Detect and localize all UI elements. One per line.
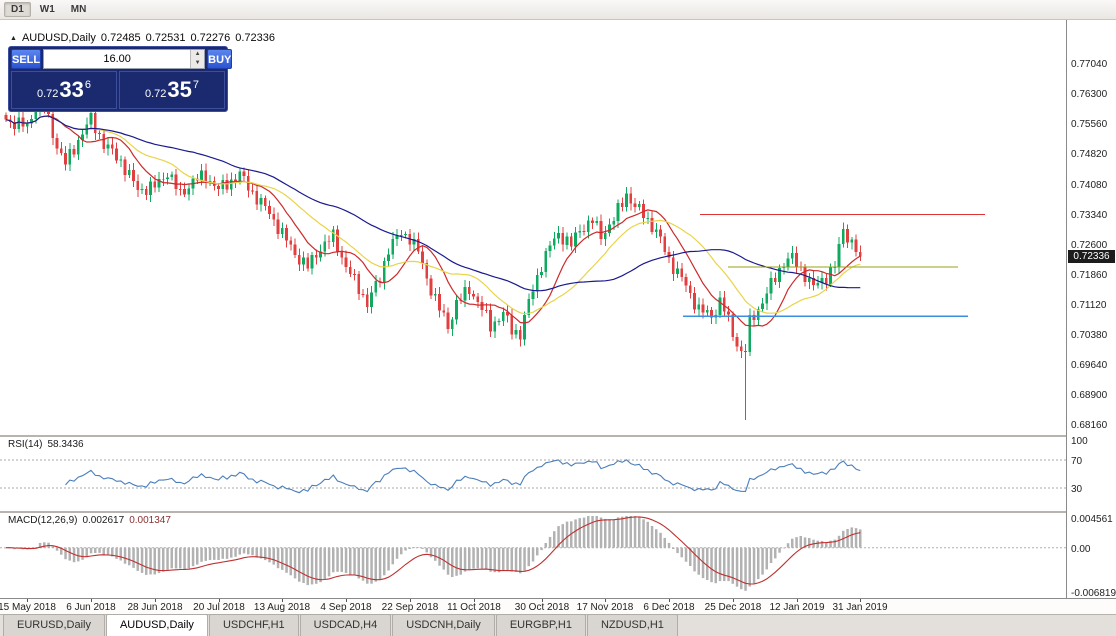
date-axis-label: 17 Nov 2018 — [576, 602, 634, 613]
bid-price[interactable]: 0.72 33 6 — [11, 71, 117, 109]
macd-axis-label: -0.006819 — [1071, 588, 1116, 599]
date-tick — [346, 599, 347, 602]
collapse-trade-panel-icon[interactable]: ▲ — [10, 34, 17, 42]
chart-tab-nzdusd-h1[interactable]: NZDUSD,H1 — [586, 614, 678, 636]
date-tick — [27, 599, 28, 602]
macd-signal-value: 0.001347 — [129, 515, 171, 526]
date-axis-label: 31 Jan 2019 — [832, 602, 888, 613]
chart-low-value: 0.72276 — [190, 32, 231, 44]
price-axis-label: 0.74820 — [1071, 149, 1108, 160]
ask-prefix: 0.72 — [144, 88, 167, 100]
date-tick — [155, 599, 156, 602]
date-tick — [669, 599, 670, 602]
chart-tab-eurusd-daily[interactable]: EURUSD,Daily — [3, 614, 105, 636]
rsi-label: RSI(14) 58.3436 — [8, 439, 84, 450]
date-axis-label: 15 May 2018 — [0, 602, 56, 613]
bid-prefix: 0.72 — [36, 88, 59, 100]
rsi-axis-label: 70 — [1071, 456, 1083, 467]
price-axis-label: 0.73340 — [1071, 210, 1108, 221]
chart-symbol-period: AUDUSD,Daily — [21, 32, 96, 44]
price-axis-label: 0.76300 — [1071, 89, 1108, 100]
macd-chart[interactable] — [0, 513, 1066, 598]
date-axis-label: 4 Sep 2018 — [320, 602, 372, 613]
macd-axis-label: 0.004561 — [1071, 514, 1113, 525]
date-tick — [605, 599, 606, 602]
volume-input[interactable] — [44, 50, 191, 68]
rsi-chart[interactable] — [0, 437, 1066, 511]
ask-pip-digit: 7 — [192, 79, 200, 91]
volume-spin-up-icon[interactable]: ▲ — [191, 50, 205, 59]
macd-main-value: 0.002617 — [82, 515, 125, 526]
rsi-splitter[interactable] — [0, 435, 1116, 437]
date-axis-label: 20 Jul 2018 — [193, 602, 245, 613]
date-tick — [474, 599, 475, 602]
price-axis-label: 0.71120 — [1071, 300, 1107, 311]
volume-spin: ▲ ▼ — [190, 50, 205, 68]
date-axis[interactable]: 15 May 2018 6 Jun 2018 28 Jun 2018 20 Jul 2… — [0, 598, 1116, 614]
ask-price[interactable]: 0.72 35 7 — [119, 71, 225, 109]
chart-title: ▲ AUDUSD,Daily 0.72485 0.72531 0.72276 0… — [10, 32, 275, 44]
chart-high-value: 0.72531 — [145, 32, 186, 44]
date-tick — [91, 599, 92, 602]
buy-button[interactable]: BUY — [207, 49, 233, 69]
date-tick — [733, 599, 734, 602]
rsi-axis-label: 30 — [1071, 484, 1083, 495]
chart-open-value: 0.72485 — [100, 32, 141, 44]
date-axis-label: 6 Jun 2018 — [66, 602, 116, 613]
date-tick — [282, 599, 283, 602]
chart-tab-usdchf-h1[interactable]: USDCHF,H1 — [208, 614, 299, 636]
chart-tab-bar: EURUSD,Daily AUDUSD,Daily USDCHF,H1 USDCAD,… — [0, 614, 1116, 636]
price-axis[interactable]: 0.72336 0.77040 0.76300 0.75560 0.74820 0.74… — [1066, 20, 1116, 599]
price-axis-label: 0.74080 — [1071, 180, 1108, 191]
price-axis-label: 0.69640 — [1071, 360, 1108, 371]
one-click-trading-panel: SELL ▲ ▼ BUY 0.72 33 6 0.72 35 7 — [8, 46, 233, 112]
macd-label: MACD(12,26,9) 0.002617 0.001347 — [8, 515, 171, 526]
bid-pip-digit: 6 — [84, 79, 92, 91]
price-axis-label: 0.71860 — [1071, 270, 1108, 281]
macd-panel: MACD(12,26,9) 0.002617 0.001347 — [0, 513, 1066, 598]
rsi-axis-label: 100 — [1071, 436, 1088, 447]
sell-button[interactable]: SELL — [11, 49, 42, 69]
date-tick — [410, 599, 411, 602]
timeframe-toolbar: D1 W1 MN — [0, 0, 1116, 20]
date-tick — [542, 599, 543, 602]
chart-tab-eurgbp-h1[interactable]: EURGBP,H1 — [495, 614, 586, 636]
price-axis-label: 0.75560 — [1071, 119, 1108, 130]
date-axis-label: 28 Jun 2018 — [127, 602, 183, 613]
date-axis-label: 6 Dec 2018 — [643, 602, 695, 613]
price-axis-label: 0.77040 — [1071, 59, 1108, 70]
current-price-tag: 0.72336 — [1068, 250, 1115, 263]
price-axis-label: 0.68900 — [1071, 390, 1108, 401]
chart-close-value: 0.72336 — [235, 32, 275, 44]
rsi-value: 58.3436 — [47, 439, 84, 450]
timeframe-button-w1[interactable]: W1 — [39, 4, 55, 15]
macd-axis-label: 0.00 — [1071, 544, 1091, 555]
price-axis-label: 0.72600 — [1071, 240, 1108, 251]
volume-stepper: ▲ ▼ — [43, 49, 206, 69]
date-axis-label: 30 Oct 2018 — [514, 602, 570, 613]
chart-tab-audusd-daily[interactable]: AUDUSD,Daily — [105, 614, 208, 636]
date-axis-label: 11 Oct 2018 — [447, 602, 501, 613]
bid-big-digits: 33 — [59, 77, 84, 102]
price-axis-label: 0.70380 — [1071, 330, 1108, 341]
macd-splitter[interactable] — [0, 511, 1116, 513]
date-tick — [219, 599, 220, 602]
date-tick — [797, 599, 798, 602]
date-axis-label: 12 Jan 2019 — [769, 602, 825, 613]
chart-tab-usdcad-h4[interactable]: USDCAD,H4 — [299, 614, 392, 636]
candlestick-chart[interactable] — [0, 20, 1066, 435]
rsi-panel: RSI(14) 58.3436 — [0, 437, 1066, 511]
chart-tab-usdcnh-daily[interactable]: USDCNH,Daily — [392, 614, 495, 636]
date-axis-label: 22 Sep 2018 — [381, 602, 439, 613]
date-axis-label: 25 Dec 2018 — [704, 602, 762, 613]
timeframe-button-d1[interactable]: D1 — [4, 2, 31, 17]
ask-big-digits: 35 — [167, 77, 192, 102]
date-axis-label: 13 Aug 2018 — [253, 602, 311, 613]
price-axis-label: 0.68160 — [1071, 420, 1108, 431]
timeframe-button-mn[interactable]: MN — [70, 4, 87, 15]
volume-spin-down-icon[interactable]: ▼ — [191, 59, 205, 68]
date-tick — [860, 599, 861, 602]
